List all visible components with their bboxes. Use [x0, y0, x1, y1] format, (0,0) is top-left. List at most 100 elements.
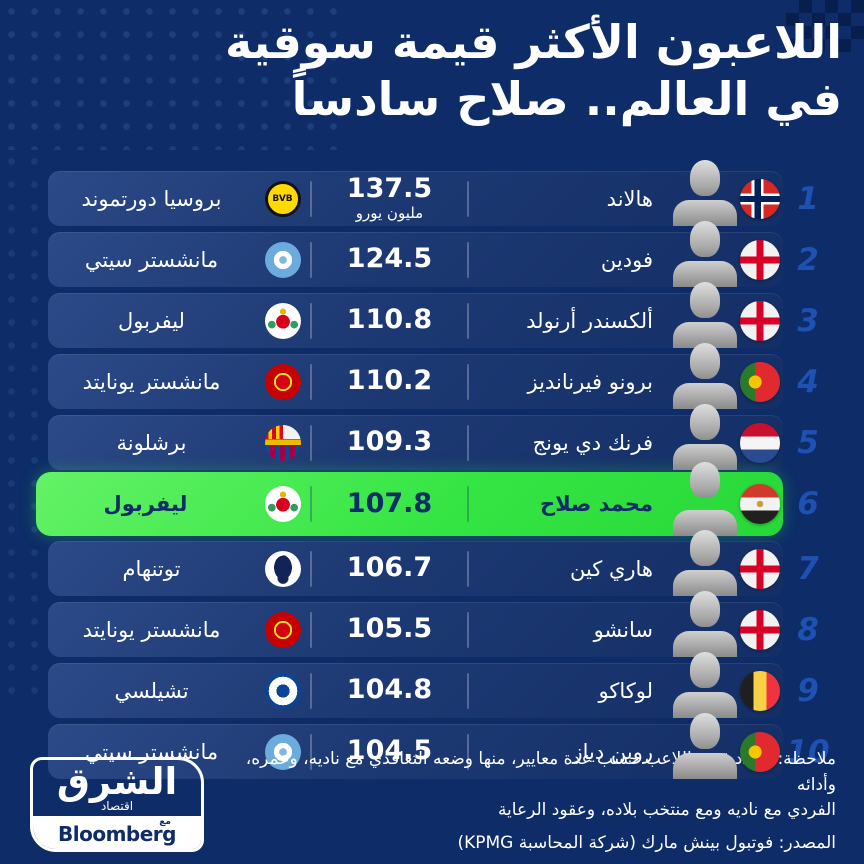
- page-title-line1: اللاعبون الأكثر قيمة سوقية: [225, 15, 842, 69]
- market-value: 107.8: [346, 487, 433, 519]
- market-value: 106.7: [346, 552, 433, 584]
- page-title-line2: في العالم.. صلاح سادساً: [291, 72, 842, 127]
- player-row: فرنك دي يونج 109.3 برشلونة 5: [48, 415, 833, 470]
- club-logo-cell: [255, 550, 310, 587]
- club-logo-icon: [264, 550, 301, 587]
- asharq-sub-label: اقتصاد: [100, 799, 134, 813]
- divider: [310, 424, 312, 461]
- with-label: مع: [159, 817, 171, 827]
- country-flag-icon: [740, 670, 780, 711]
- club-logo-cell: [255, 302, 310, 339]
- divider: [467, 550, 469, 587]
- divider: [467, 672, 469, 709]
- divider: [467, 486, 469, 522]
- club-name: مانشستر يونايتد: [82, 617, 221, 642]
- player-row-card: برونو فيرنانديز 110.2 مانشستر يونايتد: [48, 354, 783, 409]
- asharq-bloomberg-logo: الشرق اقتصاد مع Bloomberg: [30, 757, 204, 852]
- market-value-cell: 110.2: [312, 366, 467, 395]
- club-name: مانشستر يونايتد: [82, 369, 221, 394]
- country-flag-icon: [740, 239, 780, 280]
- rank-number: 8: [797, 611, 819, 648]
- player-photo: [667, 713, 743, 779]
- club-name: تشيلسي: [114, 678, 189, 703]
- player-media: [665, 663, 783, 718]
- page-title: اللاعبون الأكثر قيمة سوقية في العالم.. ص…: [225, 14, 842, 128]
- country-flag-icon: [740, 484, 780, 524]
- player-row: فودين 124.5 مانشستر سيتي 2: [48, 232, 833, 287]
- rank-number: 9: [797, 672, 819, 709]
- country-flag-icon: [740, 548, 780, 589]
- club-logo-icon: [264, 733, 301, 770]
- player-row-card: ألكسندر أرنولد 110.8 ليفربول: [48, 293, 783, 348]
- club-logo-icon: [264, 180, 301, 217]
- footnote-line2: الفردي مع ناديه ومع منتخب بلاده، وعقود ا…: [497, 800, 836, 820]
- club-name: برشلونة: [116, 430, 187, 455]
- market-value-cell: 106.7: [312, 552, 467, 584]
- divider: [310, 486, 312, 522]
- divider: [310, 550, 312, 587]
- player-row-card: محمد صلاح 107.8 ليفربول: [36, 472, 783, 536]
- player-name: سانشو: [593, 617, 653, 642]
- ranking-list: هالاند 137.5 مليون يورو بروسيا دورتموند …: [36, 171, 833, 785]
- player-media: [665, 171, 783, 226]
- market-value-cell: 137.5 مليون يورو: [312, 174, 467, 222]
- player-name: برونو فيرنانديز: [527, 369, 653, 394]
- club-logo-icon: [264, 486, 301, 522]
- market-value: 105.5: [346, 613, 433, 645]
- divider: [467, 180, 469, 217]
- market-value: 109.3: [346, 426, 433, 458]
- divider: [310, 302, 312, 339]
- country-flag-icon: [740, 361, 780, 402]
- player-photo: [667, 282, 743, 348]
- divider: [467, 733, 469, 770]
- divider: [310, 611, 312, 648]
- asharq-wordmark: الشرق: [56, 760, 178, 804]
- player-name: ألكسندر أرنولد: [526, 308, 653, 333]
- club-name: ليفربول: [118, 308, 185, 333]
- divider: [310, 733, 312, 770]
- player-media: [665, 293, 783, 348]
- club-name: مانشستر سيتي: [84, 247, 219, 272]
- player-row: هاري كين 106.7 توتنهام 7: [48, 541, 833, 596]
- market-value-cell: 107.8: [312, 487, 467, 519]
- player-row: سانشو 105.5 مانشستر يونايتد 8: [48, 602, 833, 657]
- player-row-card: هاري كين 106.7 توتنهام: [48, 541, 783, 596]
- player-media: [665, 541, 783, 596]
- player-row: روبن دياز 104.5 مانشستر سيتي 10: [48, 724, 833, 779]
- divider: [467, 363, 469, 400]
- club-name: توتنهام: [122, 556, 181, 581]
- market-value: 124.5: [346, 243, 433, 275]
- player-row-card: هالاند 137.5 مليون يورو بروسيا دورتموند: [48, 171, 783, 226]
- market-value-cell: 110.8: [312, 304, 467, 336]
- country-flag-icon: [740, 422, 780, 463]
- club-logo-icon: [264, 241, 301, 278]
- player-media: [665, 354, 783, 409]
- rank-number: 6: [797, 486, 819, 522]
- country-flag-icon: [740, 731, 780, 772]
- player-media: [665, 232, 783, 287]
- source-note: المصدر: فوتبول بينش مارك (شركة المحاسبة …: [457, 832, 836, 853]
- rank-number: 3: [797, 302, 819, 339]
- player-row-highlighted: محمد صلاح 107.8 ليفربول 6: [36, 472, 833, 536]
- player-media: [665, 724, 783, 779]
- market-value-cell: 104.5: [312, 736, 467, 765]
- club-logo-icon: [264, 672, 301, 709]
- player-media: [665, 472, 783, 536]
- bloomberg-bar: مع Bloomberg: [33, 816, 201, 849]
- club-logo-cell: [255, 672, 310, 709]
- club-logo-icon: [264, 302, 301, 339]
- rank-number: 2: [797, 241, 819, 278]
- player-photo: [667, 160, 743, 226]
- player-row: هالاند 137.5 مليون يورو بروسيا دورتموند …: [48, 171, 833, 226]
- club-logo-cell: [255, 424, 310, 461]
- market-value-cell: 104.8: [312, 675, 467, 704]
- player-media: [665, 602, 783, 657]
- player-photo: [667, 343, 743, 409]
- market-value: 110.8: [346, 304, 433, 336]
- player-row-card: فودين 124.5 مانشستر سيتي: [48, 232, 783, 287]
- checker-pattern-top-right: [786, 0, 864, 52]
- player-name: هاري كين: [569, 556, 653, 581]
- dot-pattern-top-left: [0, 0, 340, 150]
- player-row: برونو فيرنانديز 110.2 مانشستر يونايتد 4: [48, 354, 833, 409]
